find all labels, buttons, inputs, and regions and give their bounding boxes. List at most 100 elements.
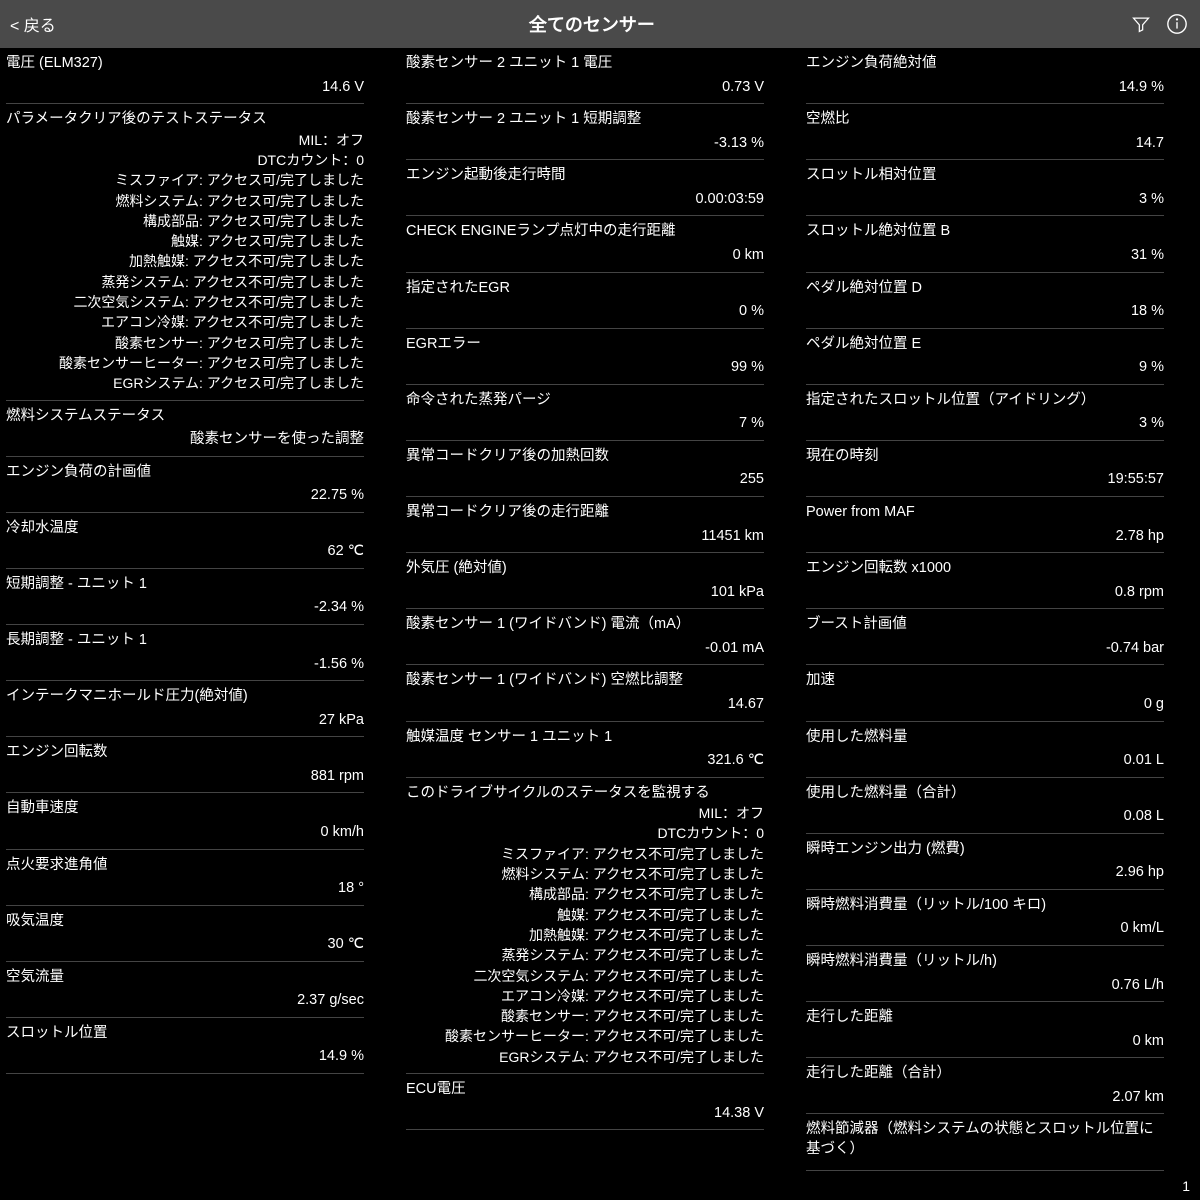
sensor-label: 空気流量 <box>6 968 364 988</box>
sensor-label: スロットル絶対位置 B <box>806 222 1164 242</box>
sensor-row[interactable]: エンジン起動後走行時間0.00:03:59 <box>406 160 764 216</box>
sensor-row[interactable]: エンジン回転数 x10000.8 rpm <box>806 553 1164 609</box>
sensor-label: エンジン回転数 x1000 <box>806 559 1164 579</box>
sensor-label: ブースト計画値 <box>806 615 1164 635</box>
sensor-row[interactable]: 短期調整 - ユニット 1 -2.34 % <box>6 569 364 625</box>
sensor-label: 冷却水温度 <box>6 519 364 539</box>
sensor-row[interactable]: 指定されたEGR0 % <box>406 273 764 329</box>
sensor-value: 9 % <box>806 358 1164 378</box>
sensor-row[interactable]: インテークマニホールド圧力(絶対値)27 kPa <box>6 681 364 737</box>
sensor-row[interactable]: エンジン回転数881 rpm <box>6 737 364 793</box>
sensor-row[interactable]: 指定されたスロットル位置（アイドリング）3 % <box>806 385 1164 441</box>
sensor-value: 62 ℃ <box>6 542 364 562</box>
sensor-row[interactable]: 空気流量2.37 g/sec <box>6 962 364 1018</box>
sensor-row[interactable]: エンジン負荷絶対値14.9 % <box>806 48 1164 104</box>
sensor-value: 101 kPa <box>406 583 764 603</box>
sensor-label: 電圧 (ELM327) <box>6 54 364 74</box>
sensor-value: 2.96 hp <box>806 863 1164 883</box>
sensor-row[interactable]: スロットル位置 14.9 % <box>6 1018 364 1074</box>
sensor-value: -3.13 % <box>406 134 764 154</box>
sensor-row[interactable]: 燃料システムステータス酸素センサーを使った調整 <box>6 401 364 457</box>
sensor-row[interactable]: ペダル絶対位置 D18 % <box>806 273 1164 329</box>
sensor-value: 酸素センサーを使った調整 <box>6 430 364 450</box>
sensor-row[interactable]: 外気圧 (絶対値)101 kPa <box>406 553 764 609</box>
sensor-value: 3 % <box>806 414 1164 434</box>
sensor-row[interactable]: 使用した燃料量0.01 L <box>806 722 1164 778</box>
page-title: 全てのセンサー <box>66 11 1118 37</box>
sensor-label: スロットル相対位置 <box>806 166 1164 186</box>
sensor-label: 走行した距離（合計） <box>806 1064 1164 1084</box>
sensor-row[interactable]: 瞬時燃料消費量（リットル/100 キロ)0 km/L <box>806 890 1164 946</box>
sensor-value: 14.6 V <box>6 78 364 98</box>
filter-icon[interactable] <box>1128 11 1154 37</box>
sensor-row[interactable]: 冷却水温度 62 ℃ <box>6 513 364 569</box>
sensor-row[interactable]: 異常コードクリア後の走行距離11451 km <box>406 497 764 553</box>
sensor-row[interactable]: 長期調整 - ユニット 1-1.56 % <box>6 625 364 681</box>
sensor-label: 空燃比 <box>806 110 1164 130</box>
sensor-row[interactable]: 自動車速度0 km/h <box>6 793 364 849</box>
sensor-multiline-value: MIL：オフDTCカウント：0ミスファイア: アクセス不可/完了しました燃料シス… <box>406 803 764 1067</box>
sensor-row[interactable]: 吸気温度30 ℃ <box>6 906 364 962</box>
sensor-label: 触媒温度 センサー 1 ユニット 1 <box>406 728 764 748</box>
sensor-row[interactable]: 現在の時刻19:55:57 <box>806 441 1164 497</box>
sensor-label: エンジン負荷絶対値 <box>806 54 1164 74</box>
sensor-row[interactable]: 走行した距離（合計）2.07 km <box>806 1058 1164 1114</box>
sensor-label: 加速 <box>806 671 1164 691</box>
sensor-row[interactable]: CHECK ENGINEランプ点灯中の走行距離0 km <box>406 216 764 272</box>
sensor-row[interactable]: エンジン負荷の計画値22.75 % <box>6 457 364 513</box>
sensor-label: 使用した燃料量（合計） <box>806 784 1164 804</box>
sensor-value: 11451 km <box>406 527 764 547</box>
sensor-row[interactable]: 触媒温度 センサー 1 ユニット 1321.6 ℃ <box>406 722 764 778</box>
sensor-value: 0.00:03:59 <box>406 190 764 210</box>
sensor-row[interactable]: このドライブサイクルのステータスを監視するMIL：オフDTCカウント：0ミスファ… <box>406 778 764 1074</box>
sensor-row[interactable]: パラメータクリア後のテストステータスMIL：オフDTCカウント：0ミスファイア:… <box>6 104 364 400</box>
sensor-value: 18 ° <box>6 879 364 899</box>
sensor-label: インテークマニホールド圧力(絶対値) <box>6 687 364 707</box>
sensor-row[interactable]: 酸素センサー 2 ユニット 1 電圧0.73 V <box>406 48 764 104</box>
info-icon[interactable] <box>1164 11 1190 37</box>
sensor-row[interactable]: 酸素センサー 1 (ワイドバンド) 空燃比調整14.67 <box>406 665 764 721</box>
sensor-multiline-value: MIL：オフDTCカウント：0ミスファイア: アクセス可/完了しました燃料システ… <box>6 130 364 394</box>
sensor-label: ECU電圧 <box>406 1080 764 1100</box>
sensor-label: CHECK ENGINEランプ点灯中の走行距離 <box>406 222 764 242</box>
sensor-label: 瞬時エンジン出力 (燃費) <box>806 840 1164 860</box>
sensor-row[interactable]: 命令された蒸発パージ7 % <box>406 385 764 441</box>
sensor-row[interactable]: 燃料節減器（燃料システムの状態とスロットル位置に基づく） <box>806 1114 1164 1170</box>
sensor-value: -2.34 % <box>6 598 364 618</box>
sensor-row[interactable]: ブースト計画値-0.74 bar <box>806 609 1164 665</box>
sensor-row[interactable]: スロットル相対位置3 % <box>806 160 1164 216</box>
sensor-label: スロットル位置 <box>6 1024 364 1044</box>
sensor-row[interactable]: 瞬時エンジン出力 (燃費) 2.96 hp <box>806 834 1164 890</box>
sensor-row[interactable]: 点火要求進角値18 ° <box>6 850 364 906</box>
sensor-value: 99 % <box>406 358 764 378</box>
sensor-label: 現在の時刻 <box>806 447 1164 467</box>
sensor-label: パラメータクリア後のテストステータス <box>6 110 364 130</box>
sensor-row[interactable]: 異常コードクリア後の加熱回数255 <box>406 441 764 497</box>
sensor-row[interactable]: EGRエラー99 % <box>406 329 764 385</box>
sensor-value: 0 % <box>406 302 764 322</box>
sensor-row[interactable]: 酸素センサー 1 (ワイドバンド) 電流（mA）-0.01 mA <box>406 609 764 665</box>
back-button[interactable]: < 戻る <box>10 12 56 36</box>
sensor-label: 燃料節減器（燃料システムの状態とスロットル位置に基づく） <box>806 1120 1164 1159</box>
sensor-row[interactable]: 加速0 g <box>806 665 1164 721</box>
sensor-row[interactable]: スロットル絶対位置 B31 % <box>806 216 1164 272</box>
sensor-row[interactable]: 空燃比14.7 <box>806 104 1164 160</box>
sensor-label: 自動車速度 <box>6 799 364 819</box>
sensor-row[interactable]: Power from MAF2.78 hp <box>806 497 1164 553</box>
sensor-label: ペダル絶対位置 E <box>806 335 1164 355</box>
sensor-row[interactable]: 電圧 (ELM327) 14.6 V <box>6 48 364 104</box>
sensor-label: 短期調整 - ユニット 1 <box>6 575 364 595</box>
sensor-value: 0.76 L/h <box>806 976 1164 996</box>
sensor-value: 255 <box>406 470 764 490</box>
sensor-row[interactable]: 酸素センサー 2 ユニット 1 短期調整-3.13 % <box>406 104 764 160</box>
sensor-row[interactable]: 瞬時燃料消費量（リットル/h)0.76 L/h <box>806 946 1164 1002</box>
sensor-value: 14.9 % <box>6 1047 364 1067</box>
sensor-value: 22.75 % <box>6 486 364 506</box>
sensor-row[interactable]: 使用した燃料量（合計）0.08 L <box>806 778 1164 834</box>
sensor-row[interactable]: 走行した距離0 km <box>806 1002 1164 1058</box>
app-header: < 戻る 全てのセンサー <box>0 0 1200 48</box>
sensor-row[interactable]: ペダル絶対位置 E 9 % <box>806 329 1164 385</box>
sensor-label: エンジン回転数 <box>6 743 364 763</box>
sensor-row[interactable]: ECU電圧14.38 V <box>406 1074 764 1130</box>
sensor-label: このドライブサイクルのステータスを監視する <box>406 784 764 804</box>
